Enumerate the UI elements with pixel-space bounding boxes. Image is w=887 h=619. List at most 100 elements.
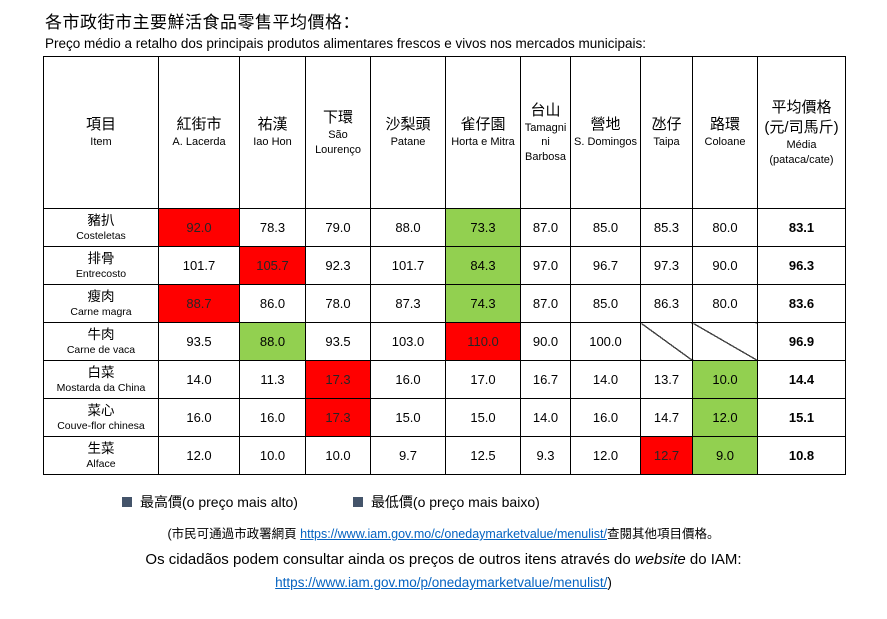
market-header-2: 下環 São Lourenço: [305, 56, 371, 209]
market-header-5-zh: 台山: [530, 101, 561, 119]
price-cell: 93.5: [158, 322, 240, 361]
price-cell: 85.0: [570, 208, 641, 247]
price-cell: 90.0: [692, 246, 758, 285]
average-price-cell: 83.6: [757, 284, 846, 323]
price-cell: 88.0: [370, 208, 446, 247]
row-label: 生菜 Alface: [43, 436, 159, 475]
price-cell: 78.0: [305, 284, 371, 323]
market-header-0: 紅街市 A. Lacerda: [158, 56, 240, 209]
price-cell: 13.7: [640, 360, 693, 399]
average-header-zh: 平均價格 (元/司馬斤): [764, 98, 839, 137]
price-cell: 88.0: [239, 322, 306, 361]
market-header-3: 沙梨頭 Patane: [370, 56, 446, 209]
market-header-7-pt: Taipa: [653, 136, 680, 149]
price-cell: 85.3: [640, 208, 693, 247]
price-cell: 87.0: [520, 284, 571, 323]
market-header-4: 雀仔園 Horta e Mitra: [445, 56, 521, 209]
legend-highest: 最高價(o preço mais alto): [122, 492, 298, 512]
price-cell: 17.3: [305, 360, 371, 399]
price-cell: 84.3: [445, 246, 521, 285]
footer-note-zh-suffix: 查閱其他項目價格。: [606, 527, 720, 541]
price-cell: 73.3: [445, 208, 521, 247]
market-header-1-zh: 祐漢: [257, 116, 288, 134]
footer-note-pt: Os cidadãos podem consultar ainda os pre…: [0, 551, 887, 568]
market-price-link-pt[interactable]: https://www.iam.gov.mo/p/onedaymarketval…: [275, 575, 608, 590]
market-header-3-zh: 沙梨頭: [385, 116, 431, 134]
price-cell: 12.0: [570, 436, 641, 475]
price-cell: 110.0: [445, 322, 521, 361]
price-cell: 12.7: [640, 436, 693, 475]
price-cell: 17.3: [305, 398, 371, 437]
legend: 最高價(o preço mais alto) 最低價(o preço mais …: [122, 492, 887, 512]
price-cell: 9.7: [370, 436, 446, 475]
market-header-4-pt: Horta e Mitra: [451, 136, 515, 149]
row-label-zh: 豬扒: [87, 213, 115, 229]
price-cell: 100.0: [570, 322, 641, 361]
footer-link-close-paren: ): [607, 575, 612, 590]
price-cell: 85.0: [570, 284, 641, 323]
footer-link-line: https://www.iam.gov.mo/p/onedaymarketval…: [0, 575, 887, 590]
price-cell: 103.0: [370, 322, 446, 361]
item-header-zh: 項目: [85, 116, 116, 134]
legend-highest-label: 最高價(o preço mais alto): [140, 494, 298, 510]
price-cell: 86.3: [640, 284, 693, 323]
average-price-cell: 83.1: [757, 208, 846, 247]
market-header-3-pt: Patane: [390, 136, 426, 149]
price-cell: 12.0: [692, 398, 758, 437]
average-header: 平均價格 (元/司馬斤) Média (pataca/cate): [757, 56, 846, 209]
price-cell: 87.0: [520, 208, 571, 247]
price-cell: 80.0: [692, 208, 758, 247]
row-label: 白菜 Mostarda da China: [43, 360, 159, 399]
row-label-zh: 瘦肉: [87, 289, 115, 305]
row-label: 菜心 Couve-flor chinesa: [43, 398, 159, 437]
price-cell: 10.0: [239, 436, 306, 475]
lowest-price-swatch-icon: [352, 497, 363, 507]
price-cell: 9.3: [520, 436, 571, 475]
price-cell: 15.0: [445, 398, 521, 437]
market-header-7: 氹仔 Taipa: [640, 56, 693, 209]
market-header-8: 路環 Coloane: [692, 56, 758, 209]
table-row-0: 豬扒 Costeletas 92.0 78.3 79.0 88.0 73.3 87.0 85.0…: [43, 208, 846, 247]
average-price-cell: 14.4: [757, 360, 846, 399]
market-price-link-zh[interactable]: https://www.iam.gov.mo/c/onedaymarketval…: [300, 527, 607, 541]
table-row-4: 白菜 Mostarda da China 14.0 11.3 17.3 16.0 17.0 1…: [43, 360, 846, 399]
footer-note-zh: (市民可通過市政署網頁 https://www.iam.gov.mo/c/one…: [0, 523, 887, 542]
price-cell: 15.0: [370, 398, 446, 437]
item-header-pt: Item: [90, 136, 112, 149]
row-label-pt: Couve-flor chinesa: [57, 419, 145, 432]
price-cell: 79.0: [305, 208, 371, 247]
market-header-8-zh: 路環: [709, 116, 740, 134]
market-header-6-pt: S. Domingos: [574, 136, 637, 149]
price-cell: 97.3: [640, 246, 693, 285]
row-label-zh: 排骨: [87, 251, 115, 267]
price-cell: 97.0: [520, 246, 571, 285]
price-cell: 92.0: [158, 208, 240, 247]
table-row-2: 瘦肉 Carne magra 88.7 86.0 78.0 87.3 74.3 87.0 85.…: [43, 284, 846, 323]
footer-note-pt-suffix: do IAM:: [685, 551, 742, 568]
market-header-5: 台山 Tamagnini Barbosa: [520, 56, 571, 209]
table-header-row: 項目 Item 紅街市 A. Lacerda 祐漢 Iao Hon 下環 São Louren…: [43, 56, 846, 209]
row-label-pt: Carne de vaca: [66, 343, 136, 356]
item-header: 項目 Item: [43, 56, 159, 209]
market-header-2-pt: São Lourenço: [315, 129, 361, 156]
price-cell-not-available: [640, 322, 693, 361]
price-cell: 90.0: [520, 322, 571, 361]
market-header-6: 營地 S. Domingos: [570, 56, 641, 209]
row-label-pt: Alface: [86, 457, 116, 470]
price-cell: 101.7: [370, 246, 446, 285]
highest-price-swatch-icon: [122, 497, 132, 507]
table-row-3: 牛肉 Carne de vaca 93.5 88.0 93.5 103.0 110.0 90.…: [43, 322, 846, 361]
legend-lowest-label: 最低價(o preço mais baixo): [370, 494, 540, 510]
market-header-4-zh: 雀仔園: [460, 116, 506, 134]
price-cell: 9.0: [692, 436, 758, 475]
row-label: 豬扒 Costeletas: [43, 208, 159, 247]
row-label-zh: 牛肉: [87, 327, 115, 343]
average-price-cell: 96.3: [757, 246, 846, 285]
market-header-5-pt: Tamagnini Barbosa: [524, 122, 567, 163]
market-header-0-pt: A. Lacerda: [172, 136, 226, 149]
price-cell: 88.7: [158, 284, 240, 323]
footer-note-pt-website-word: website: [634, 551, 686, 568]
row-label: 排骨 Entrecosto: [43, 246, 159, 285]
page-subtitle: Preço médio a retalho dos principais pro…: [45, 36, 647, 51]
price-cell: 11.3: [239, 360, 306, 399]
